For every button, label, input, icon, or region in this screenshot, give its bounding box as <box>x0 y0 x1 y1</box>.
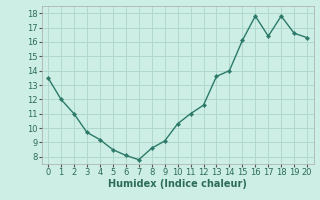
X-axis label: Humidex (Indice chaleur): Humidex (Indice chaleur) <box>108 179 247 189</box>
